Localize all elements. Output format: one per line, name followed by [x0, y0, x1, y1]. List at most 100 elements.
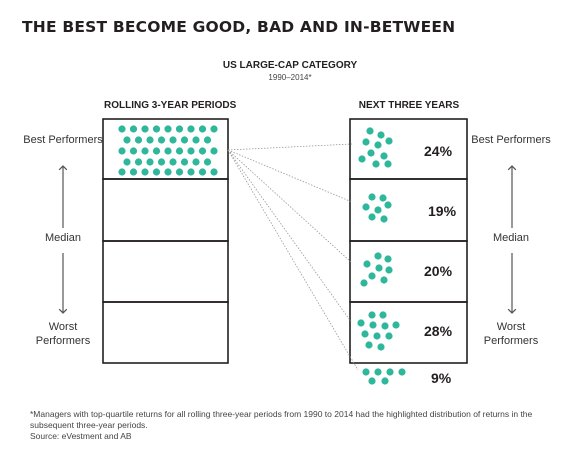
top-performer-dot [180, 136, 189, 144]
outcome-dot [374, 252, 382, 260]
top-performer-dot [210, 168, 218, 176]
top-performer-dot [187, 147, 195, 155]
top-performer-dot [129, 125, 138, 133]
outcome-percent-bottom: 28% [424, 323, 453, 339]
outcome-dot [368, 311, 376, 319]
outcome-dot [372, 160, 380, 168]
top-performer-dot [192, 158, 200, 166]
source-note: Source: eVestment and AB [30, 431, 132, 441]
top-performer-dot [198, 147, 207, 155]
top-performer-dot [175, 168, 184, 176]
outcome-dot [384, 160, 392, 168]
top-performer-dot [198, 125, 207, 133]
top-performer-dot [146, 136, 154, 144]
outcome-dot [374, 368, 382, 376]
outcome-dot [361, 330, 369, 338]
top-performer-dot [164, 168, 172, 176]
top-performer-dot [203, 158, 212, 166]
connector-line-1 [227, 149, 353, 203]
left-label-best: Best Performers [23, 134, 103, 146]
top-performer-dot [129, 168, 138, 176]
top-performer-dot [152, 147, 161, 155]
outcome-dot [362, 368, 370, 376]
top-performer-dot [129, 147, 138, 155]
outcome-percent-outside: 9% [431, 370, 452, 386]
outcome-dot [385, 137, 393, 145]
connector-line-2 [227, 149, 353, 264]
outcome-percent-second: 19% [428, 203, 457, 219]
top-performer-dot [134, 158, 143, 166]
outcome-dot [365, 341, 373, 349]
outcome-dot [381, 322, 389, 330]
top-performer-dot [187, 168, 195, 176]
top-performer-dot [152, 125, 161, 133]
outcome-dot [375, 264, 383, 272]
outcome-dot [392, 321, 400, 329]
top-performer-dot [118, 147, 126, 155]
outcome-dot [380, 152, 388, 160]
left-box-bottom [102, 301, 229, 364]
left-box-2 [102, 178, 229, 242]
outcome-dot [380, 215, 388, 223]
outcome-dot [363, 260, 371, 268]
left-label-median: Median [44, 232, 82, 244]
top-performer-dot [192, 136, 200, 144]
top-performer-dot [198, 168, 207, 176]
outcome-percent-top: 24% [424, 143, 453, 159]
outcome-dot [384, 255, 392, 263]
outcome-dot [385, 266, 393, 274]
outcome-dot [374, 206, 382, 214]
outcome-dot [381, 377, 389, 385]
outcome-dot [369, 321, 377, 329]
left-box-3 [102, 240, 229, 303]
connector-line-0 [227, 143, 353, 151]
outcome-dot [362, 203, 370, 211]
right-box-bottom [349, 301, 468, 364]
outcome-dot [373, 332, 381, 340]
top-performer-dot [175, 147, 184, 155]
top-performer-dot [118, 125, 126, 133]
top-performer-dot [152, 168, 161, 176]
top-performer-dot [169, 158, 177, 166]
outcome-dot [377, 343, 385, 351]
top-performer-dot [141, 147, 149, 155]
outcome-dot [380, 276, 388, 284]
left-panel-header: ROLLING 3-YEAR PERIODS [104, 100, 237, 111]
connector-line-3 [227, 149, 353, 324]
top-performer-dots [118, 125, 218, 176]
outcome-dot [398, 368, 406, 376]
top-performer-dot [180, 158, 189, 166]
outcome-dot [377, 131, 385, 139]
outcome-dot [368, 213, 376, 221]
connector-lines [227, 143, 359, 371]
outcome-dot [368, 193, 376, 201]
right-label-best: Best Performers [471, 134, 551, 146]
top-performer-dot [123, 136, 131, 144]
outcome-dots [357, 127, 406, 385]
top-performer-dot [146, 158, 154, 166]
left-label-worst: Worst Performers [35, 321, 91, 347]
top-performer-dot [134, 136, 143, 144]
outcome-dot [367, 149, 375, 157]
top-performer-dot [210, 125, 218, 133]
top-performer-dot [164, 125, 172, 133]
top-performer-dot [157, 136, 166, 144]
right-quartile-stack [349, 118, 468, 364]
right-panel-header: NEXT THREE YEARS [358, 100, 460, 111]
outcome-dot [360, 279, 368, 287]
top-performer-dot [210, 147, 218, 155]
top-performer-dot [123, 158, 131, 166]
period-label: 1990–2014* [268, 73, 312, 82]
top-performer-dot [169, 136, 177, 144]
top-performer-dot [164, 147, 172, 155]
outcome-dot [368, 272, 376, 280]
outcome-dot [357, 319, 365, 327]
outcome-dot [384, 201, 392, 209]
outcome-dot [368, 377, 376, 385]
outcome-dot [379, 194, 387, 202]
outcome-percent-third: 20% [424, 263, 453, 279]
top-performer-dot [187, 125, 195, 133]
footnote: *Managers with top-quartile returns for … [30, 409, 533, 430]
outcome-dot [366, 127, 374, 135]
